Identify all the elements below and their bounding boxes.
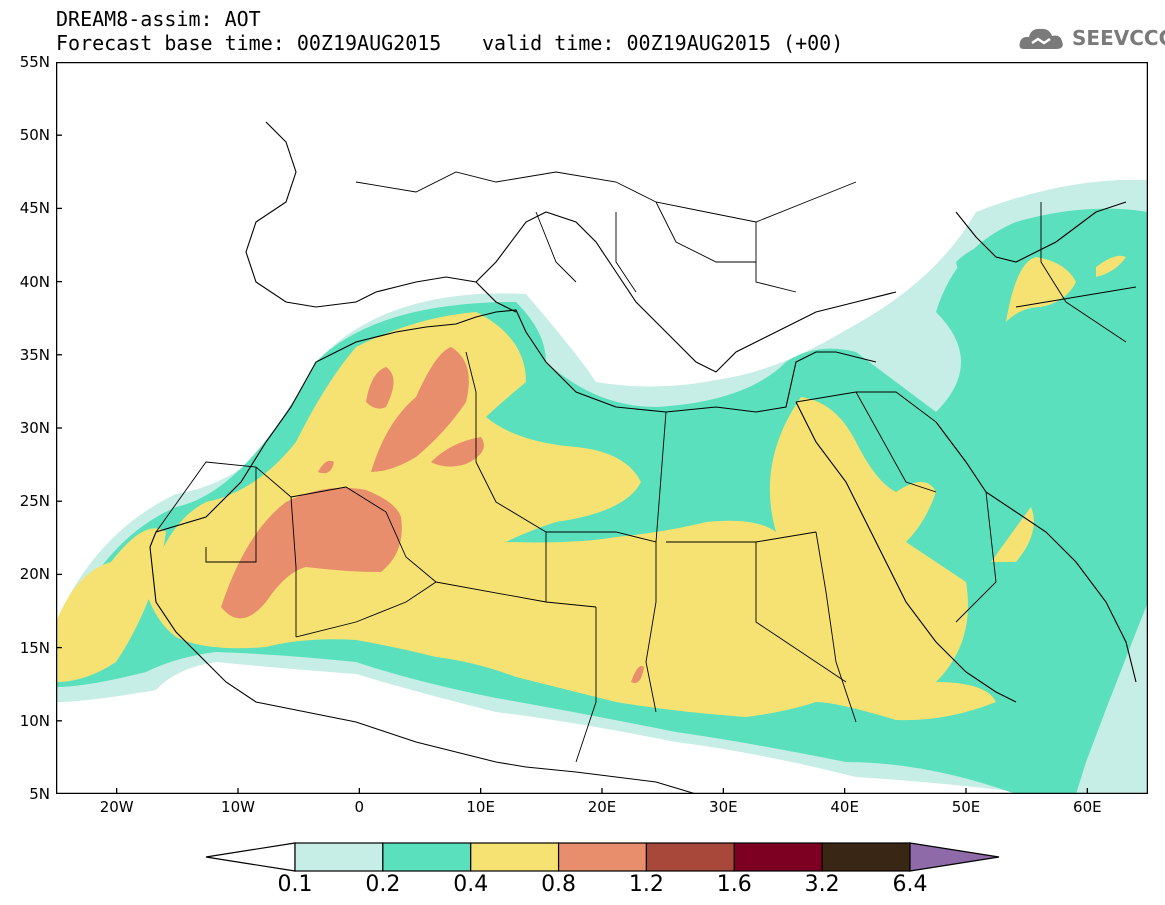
colorbar-segment	[645, 842, 735, 872]
x-tick-label: 0	[354, 798, 365, 816]
colorbar-segment	[821, 842, 911, 872]
colorbar-segment	[470, 842, 560, 872]
y-tick-label: 30N	[19, 419, 50, 437]
borders	[155, 171, 1127, 763]
colorbar-high-arrow	[909, 842, 1000, 872]
x-tick-label: 20E	[587, 798, 617, 816]
colorbar-label: 0.2	[365, 872, 401, 897]
coastlines	[149, 121, 1137, 794]
colorbar-label: 0.1	[277, 872, 313, 897]
aot-map	[56, 62, 1148, 794]
colorbar-label: 0.8	[541, 872, 577, 897]
colorbar-label: 3.2	[804, 872, 840, 897]
x-tick-label: 30E	[709, 798, 738, 816]
y-tick-label: 40N	[19, 272, 50, 291]
colorbar-label: 6.4	[892, 872, 928, 897]
colorbar-label: 1.2	[628, 872, 664, 897]
y-tick-label: 45N	[19, 199, 50, 218]
y-tick-label: 5N	[29, 785, 50, 803]
axis-ticks	[56, 62, 1088, 794]
colorbar-label: 0.4	[453, 872, 489, 897]
aot-band-0.8-1.2	[221, 347, 644, 683]
valid-time: valid time: 00Z19AUG2015 (+00)	[482, 31, 844, 55]
aot-colorbar	[205, 842, 1000, 872]
cloud-logo-icon	[1019, 28, 1063, 49]
colorbar-segment	[294, 842, 384, 872]
x-tick-label: 10E	[466, 798, 495, 816]
colorbar-low-arrow	[205, 842, 296, 872]
x-tick-label: 40E	[830, 798, 859, 816]
colorbar-label: 1.6	[716, 872, 752, 897]
y-tick-label: 15N	[19, 638, 50, 657]
y-tick-label: 50N	[19, 126, 50, 145]
x-tick-label: 60E	[1073, 798, 1102, 816]
y-tick-label: 25N	[19, 492, 50, 511]
seevccc-logo-text: SEEVCCC	[1072, 26, 1165, 50]
y-tick-label: 10N	[19, 711, 50, 730]
y-tick-label: 35N	[19, 345, 50, 364]
colorbar-segment	[557, 842, 648, 872]
x-tick-label: 20W	[99, 798, 134, 816]
aot-band-0.4-0.8	[56, 255, 1126, 721]
colorbar-segment	[733, 842, 823, 872]
map-title: DREAM8-assim: AOT	[56, 7, 261, 31]
forecast-base-time: Forecast base time: 00Z19AUG2015	[56, 31, 442, 55]
y-tick-label: 55N	[19, 53, 50, 71]
colorbar-segment	[382, 842, 472, 872]
y-tick-label: 20N	[19, 565, 50, 584]
x-tick-label: 10W	[221, 798, 255, 816]
x-tick-label: 50E	[951, 798, 981, 816]
